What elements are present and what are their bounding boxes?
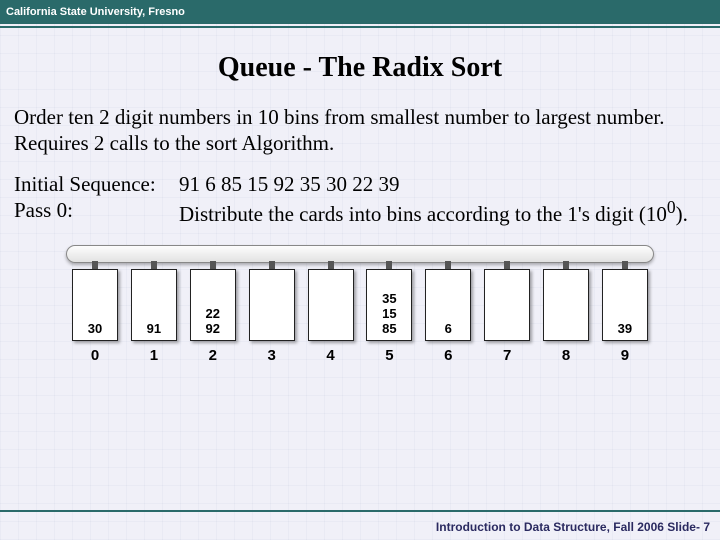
bin-item: 15 <box>382 307 396 322</box>
bin-connector <box>504 261 510 269</box>
pass0-exponent: 0 <box>667 197 676 217</box>
initial-sequence-label: Initial Sequence: <box>14 171 179 197</box>
bin-2: 2292 2 <box>190 261 236 366</box>
footer-course: Introduction to Data Structure, Fall 200… <box>436 520 664 534</box>
bin-connector <box>92 261 98 269</box>
bin-connector <box>151 261 157 269</box>
bin-item: 30 <box>88 322 102 337</box>
bin-item: 91 <box>147 322 161 337</box>
bin-3: 3 <box>249 261 295 366</box>
bin-box <box>249 269 295 341</box>
bin-box <box>484 269 530 341</box>
bin-label: 0 <box>91 347 99 366</box>
slide-body: Order ten 2 digit numbers in 10 bins fro… <box>0 104 720 366</box>
bin-box: 91 <box>131 269 177 341</box>
bin-4: 4 <box>308 261 354 366</box>
bin-item: 22 <box>206 307 220 322</box>
header-band: California State University, Fresno <box>0 0 720 24</box>
pass0-text-post: ). <box>676 202 688 226</box>
pass0-row: Pass 0: Distribute the cards into bins a… <box>14 197 706 227</box>
bin-connector <box>328 261 334 269</box>
bin-6: 66 <box>425 261 471 366</box>
footer-text: Introduction to Data Structure, Fall 200… <box>436 520 710 534</box>
bin-box: 30 <box>72 269 118 341</box>
bin-label: 4 <box>326 347 334 366</box>
footer-rule <box>0 510 720 512</box>
bin-label: 6 <box>444 347 452 366</box>
pass0-label: Pass 0: <box>14 197 179 227</box>
bin-item: 92 <box>206 322 220 337</box>
pass0-value: Distribute the cards into bins according… <box>179 197 706 227</box>
bin-item: 6 <box>445 322 452 337</box>
bin-box: 6 <box>425 269 471 341</box>
bin-7: 7 <box>484 261 530 366</box>
bin-item: 35 <box>382 292 396 307</box>
footer-slide-num: 7 <box>703 520 710 534</box>
bin-item: 85 <box>382 322 396 337</box>
bin-connector <box>269 261 275 269</box>
bin-label: 8 <box>562 347 570 366</box>
bin-label: 7 <box>503 347 511 366</box>
bin-box: 351585 <box>366 269 412 341</box>
initial-sequence-value: 91 6 85 15 92 35 30 22 39 <box>179 171 706 197</box>
bin-item: 39 <box>618 322 632 337</box>
slide-title: Queue - The Radix Sort <box>0 52 720 84</box>
intro-text: Order ten 2 digit numbers in 10 bins fro… <box>14 104 706 157</box>
bin-8: 8 <box>543 261 589 366</box>
initial-sequence-row: Initial Sequence: 91 6 85 15 92 35 30 22… <box>14 171 706 197</box>
bins-container: 300911229223435158556678399 <box>60 261 660 366</box>
bin-box <box>308 269 354 341</box>
institution-label: California State University, Fresno <box>6 6 185 18</box>
bin-5: 351585 5 <box>366 261 412 366</box>
bin-connector <box>563 261 569 269</box>
footer-slide-label: Slide- <box>667 520 700 534</box>
bin-0: 30 0 <box>72 261 118 366</box>
bin-9: 39 9 <box>602 261 648 366</box>
header-rule <box>0 26 720 28</box>
bin-connector <box>445 261 451 269</box>
bin-box: 2292 <box>190 269 236 341</box>
bin-label: 9 <box>621 347 629 366</box>
bin-box <box>543 269 589 341</box>
bin-box: 39 <box>602 269 648 341</box>
bins-diagram: 300911229223435158556678399 <box>60 245 660 366</box>
bin-label: 2 <box>209 347 217 366</box>
slide: California State University, Fresno Queu… <box>0 0 720 540</box>
bin-label: 1 <box>150 347 158 366</box>
bin-connector <box>210 261 216 269</box>
pass0-text-pre: Distribute the cards into bins according… <box>179 202 667 226</box>
bin-label: 5 <box>385 347 393 366</box>
bin-connector <box>622 261 628 269</box>
bin-connector <box>386 261 392 269</box>
bin-1: 91 1 <box>131 261 177 366</box>
bin-label: 3 <box>267 347 275 366</box>
